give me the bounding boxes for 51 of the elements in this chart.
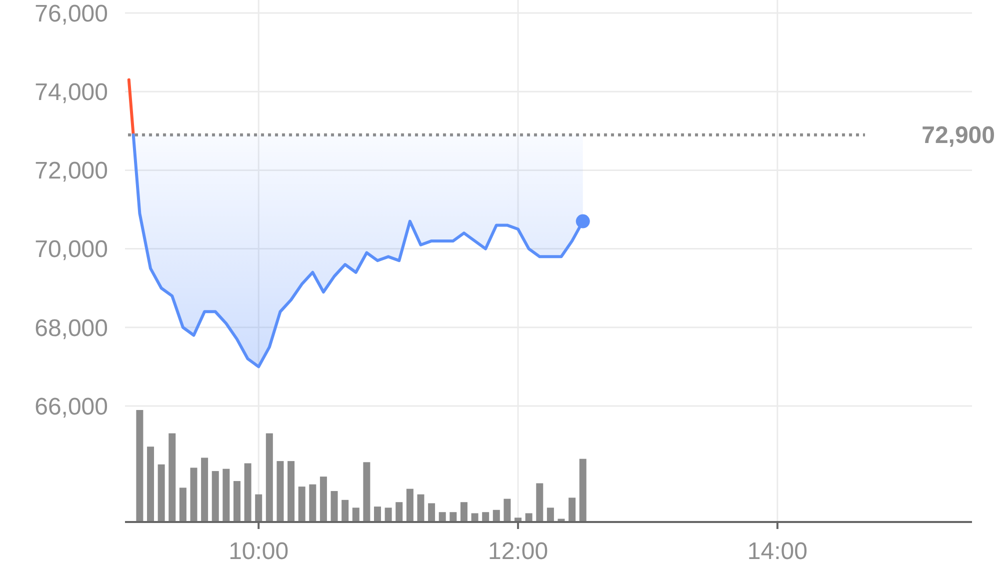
bar bbox=[266, 433, 273, 521]
bar bbox=[374, 506, 382, 521]
bar bbox=[168, 433, 176, 521]
bar bbox=[417, 494, 424, 521]
y-tick-label: 76,000 bbox=[34, 0, 108, 28]
y-tick-label: 68,000 bbox=[34, 314, 108, 342]
bar bbox=[244, 463, 252, 521]
bar bbox=[482, 512, 490, 521]
bar bbox=[320, 476, 327, 521]
bar bbox=[212, 471, 219, 521]
bar bbox=[190, 468, 198, 521]
bar bbox=[428, 503, 436, 521]
ref-line-label: 72,900 bbox=[922, 122, 995, 150]
bar bbox=[525, 513, 532, 521]
y-tick-label: 70,000 bbox=[34, 236, 108, 264]
bar bbox=[450, 512, 457, 521]
y-tick-label: 66,000 bbox=[34, 393, 108, 420]
x-tick-label: 14:00 bbox=[747, 538, 808, 565]
bar bbox=[438, 512, 446, 521]
bar bbox=[222, 468, 230, 521]
bar bbox=[396, 502, 403, 521]
bar bbox=[546, 508, 554, 521]
bar bbox=[255, 494, 262, 521]
bar bbox=[384, 508, 392, 521]
bar bbox=[201, 458, 208, 521]
bar bbox=[536, 483, 544, 521]
bar bbox=[136, 410, 144, 521]
y-tick-label: 72,000 bbox=[34, 158, 108, 185]
bar bbox=[492, 510, 500, 521]
bar bbox=[288, 461, 295, 521]
bar bbox=[276, 461, 284, 521]
x-tick-label: 10:00 bbox=[228, 538, 289, 565]
bar bbox=[363, 462, 370, 521]
bar bbox=[460, 502, 468, 521]
bar bbox=[179, 488, 186, 521]
bar bbox=[309, 484, 316, 521]
bar bbox=[504, 498, 511, 521]
bar bbox=[568, 498, 576, 521]
bar bbox=[352, 508, 360, 521]
bar bbox=[330, 491, 338, 521]
bar bbox=[233, 481, 240, 521]
bar bbox=[147, 446, 154, 521]
bar bbox=[342, 500, 349, 521]
y-tick-label: 74,000 bbox=[34, 79, 108, 106]
bar bbox=[514, 518, 522, 521]
bar bbox=[406, 488, 414, 521]
bar bbox=[298, 486, 306, 521]
bar bbox=[158, 464, 165, 521]
bar bbox=[579, 458, 586, 521]
bar bbox=[471, 513, 478, 521]
x-tick-label: 12:00 bbox=[488, 538, 548, 565]
